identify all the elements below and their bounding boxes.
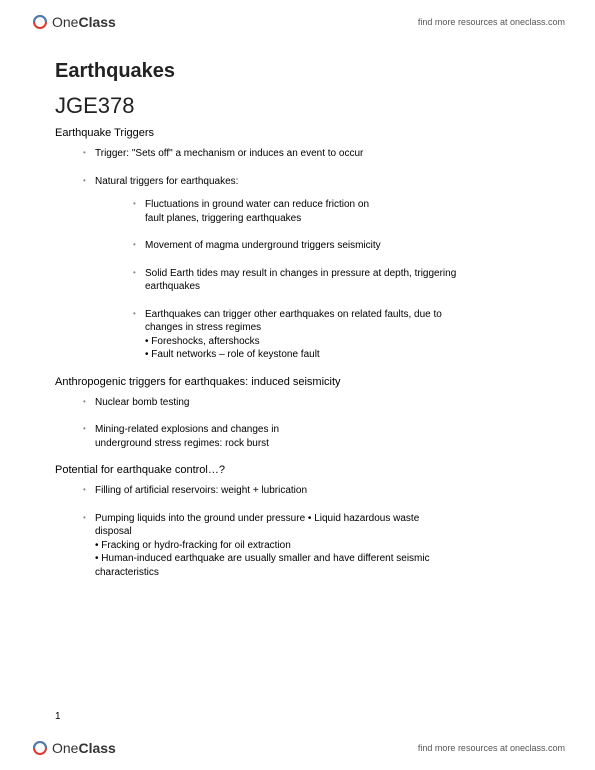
bullet-nat-tides: Solid Earth tides may result in changes … — [133, 267, 540, 294]
oneclass-icon — [30, 738, 50, 758]
bullet-nat-magma: Movement of magma underground triggers s… — [133, 239, 540, 253]
brand-text: OneClass — [52, 14, 116, 30]
bullet-natural: Natural triggers for earthquakes: — [83, 175, 540, 189]
text-line: characteristics — [95, 566, 540, 580]
text-line: Pumping liquids into the ground under pr… — [95, 512, 540, 526]
brand-class: Class — [78, 14, 115, 30]
bullet-nat-related-faults: Earthquakes can trigger other earthquake… — [133, 308, 540, 362]
text-line: • Foreshocks, aftershocks — [145, 335, 540, 349]
text-line: Mining-related explosions and changes in — [95, 423, 540, 437]
brand-logo: OneClass — [30, 12, 116, 32]
brand-text-footer: OneClass — [52, 740, 116, 756]
section-heading-triggers: Earthquake Triggers — [55, 127, 540, 139]
document-body: Earthquakes JGE378 Earthquake Triggers T… — [0, 40, 595, 579]
text-line: fault planes, triggering earthquakes — [145, 212, 540, 226]
text-line: • Fault networks – role of keystone faul… — [145, 348, 540, 362]
footer-tagline: find more resources at oneclass.com — [418, 743, 565, 753]
oneclass-icon — [30, 12, 50, 32]
course-code: JGE378 — [55, 93, 540, 119]
header-tagline: find more resources at oneclass.com — [418, 17, 565, 27]
text-line: underground stress regimes: rock burst — [95, 437, 540, 451]
page-number: 1 — [55, 711, 61, 722]
bullet-ctrl-pumping: Pumping liquids into the ground under pr… — [83, 512, 540, 580]
brand-logo-footer: OneClass — [30, 738, 116, 758]
text-line: Earthquakes can trigger other earthquake… — [145, 308, 540, 322]
text-line: • Fracking or hydro-fracking for oil ext… — [95, 539, 540, 553]
page-footer: OneClass find more resources at oneclass… — [0, 730, 595, 770]
bullet-anth-nuclear: Nuclear bomb testing — [83, 396, 540, 410]
page-title: Earthquakes — [55, 60, 540, 83]
brand-class-footer: Class — [78, 740, 115, 756]
brand-one: One — [52, 14, 78, 30]
bullet-nat-groundwater: Fluctuations in ground water can reduce … — [133, 198, 540, 225]
bullet-anth-mining: Mining-related explosions and changes in… — [83, 423, 540, 450]
bullet-trigger-def: Trigger: "Sets off" a mechanism or induc… — [83, 147, 540, 161]
text-line: disposal — [95, 525, 540, 539]
section-heading-anthropogenic: Anthropogenic triggers for earthquakes: … — [55, 376, 540, 388]
text-line: Solid Earth tides may result in changes … — [145, 267, 540, 281]
text-line: Fluctuations in ground water can reduce … — [145, 198, 540, 212]
brand-one-footer: One — [52, 740, 78, 756]
bullet-ctrl-reservoirs: Filling of artificial reservoirs: weight… — [83, 484, 540, 498]
section-heading-control: Potential for earthquake control…? — [55, 464, 540, 476]
text-line: • Human-induced earthquake are usually s… — [95, 552, 540, 566]
text-line: earthquakes — [145, 280, 540, 294]
page-header: OneClass find more resources at oneclass… — [0, 0, 595, 40]
text-line: changes in stress regimes — [145, 321, 540, 335]
